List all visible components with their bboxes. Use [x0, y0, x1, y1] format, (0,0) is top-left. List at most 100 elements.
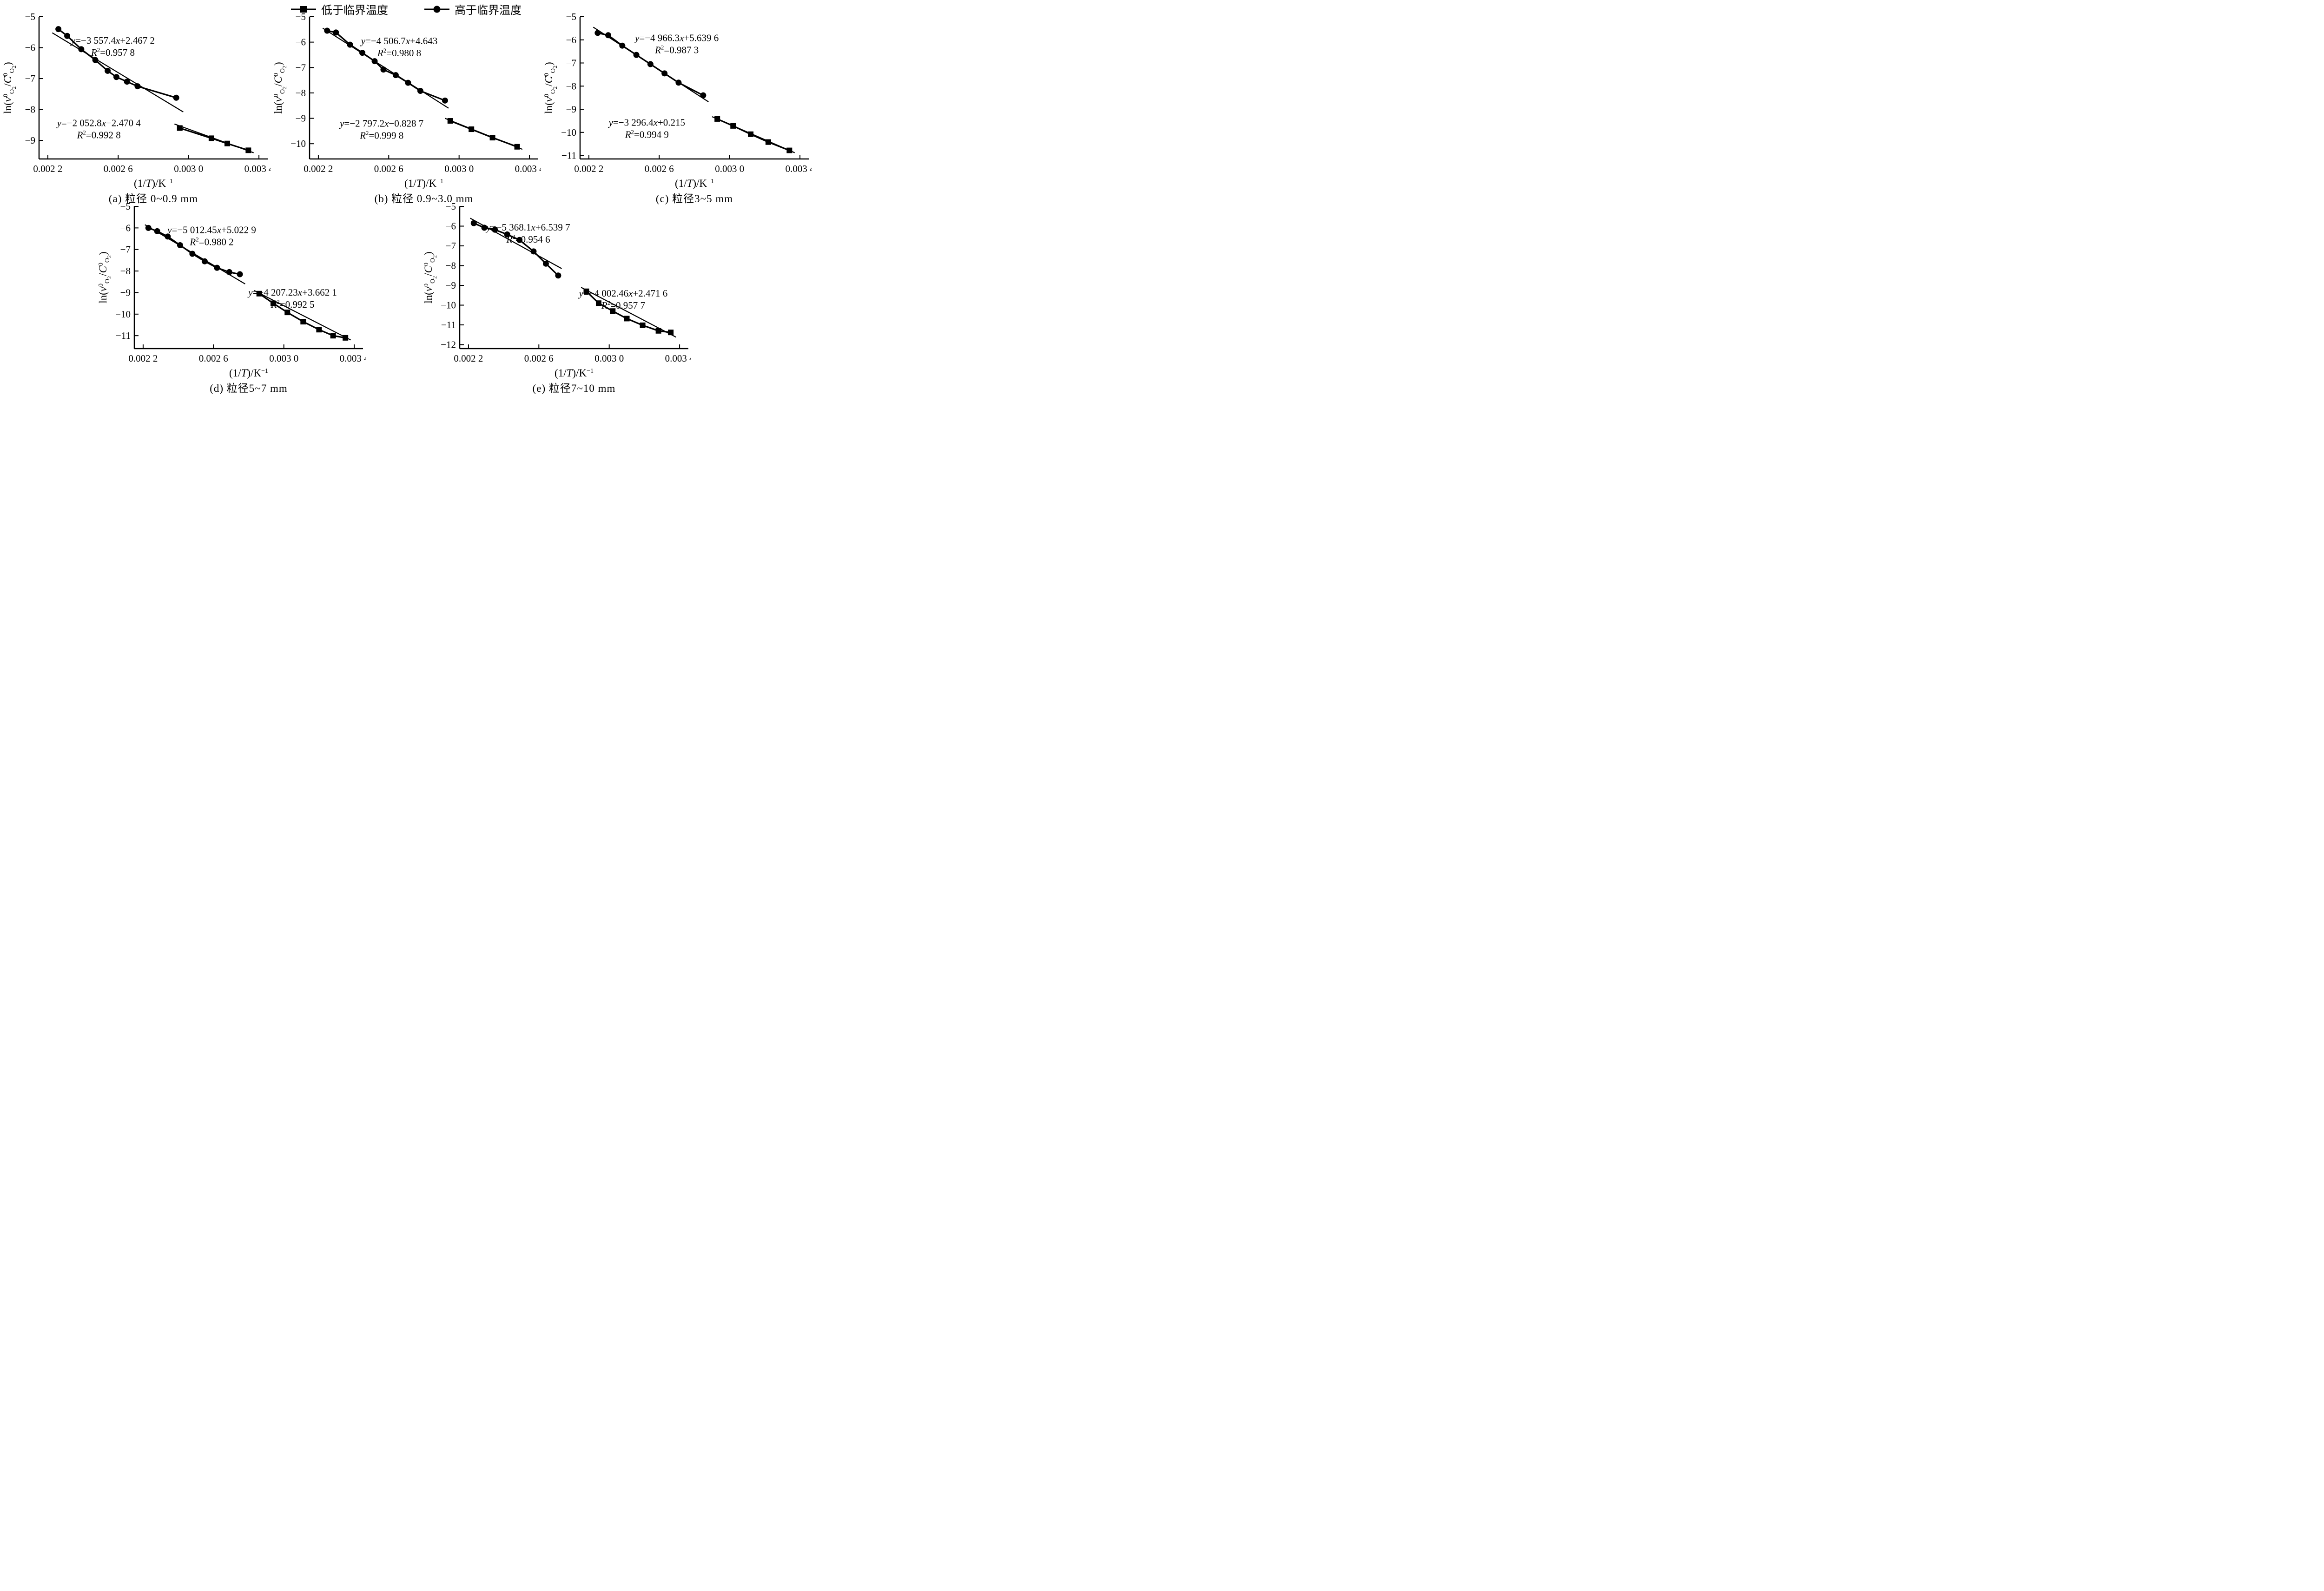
y-tick-label: −8 [120, 265, 131, 277]
legend-label-below-critical: 低于临界温度 [321, 5, 388, 17]
circle-marker [105, 67, 111, 74]
square-marker [330, 333, 336, 339]
y-tick-label: −8 [296, 87, 306, 99]
square-marker [655, 328, 661, 334]
square-marker [730, 123, 736, 129]
legend: 低于临界温度 高于临界温度 [0, 1, 812, 17]
chart-d-canvas: −5 −6 −7 −8 −9 −10 −11 0.002 2 0.002 6 0.003 0 0.0… [97, 201, 366, 379]
x-tick-label: 0.003 0 [269, 353, 298, 364]
x-tick-label: 0.003 4 [340, 353, 366, 364]
square-marker [469, 126, 475, 132]
x-axis-label: (1/T)/K−1 [134, 178, 173, 189]
circle-marker [516, 237, 523, 243]
r-squared-label: R2=0.957 8 [91, 46, 135, 58]
circle-marker [92, 57, 99, 63]
circle-marker [78, 46, 85, 53]
r-squared-label: R2=0.999 8 [359, 130, 403, 141]
x-tick-label: 0.002 2 [304, 163, 333, 174]
square-marker [489, 135, 495, 141]
series-above-critical [593, 26, 709, 103]
circle-marker-icon [424, 6, 449, 13]
equation-label: y=−4 506.7x+4.643 [360, 35, 437, 46]
circle-marker [201, 258, 208, 264]
y-axis-label: ln(v0O2/C0O2) [423, 251, 438, 303]
square-marker [624, 316, 630, 322]
equation-label: y=−2 052.8x−2.470 4 [56, 117, 141, 128]
y-tick-label: −5 [566, 11, 576, 22]
legend-item-below-critical: 低于临界温度 [290, 1, 388, 17]
square-marker [714, 116, 720, 122]
equation-label: y=−3 557.4x+2.467 2 [70, 35, 155, 46]
y-tick-label: −6 [296, 37, 306, 48]
circle-marker [124, 79, 130, 85]
circle-marker [154, 228, 160, 234]
square-marker [640, 322, 646, 328]
y-tick-label: −6 [446, 221, 456, 232]
square-marker [208, 135, 214, 141]
y-tick-label: −11 [441, 319, 456, 330]
r-squared-label: R2=0.980 8 [377, 47, 421, 59]
circle-marker [504, 231, 510, 238]
circle-marker [237, 271, 243, 277]
circle-marker [555, 272, 561, 279]
x-axis-label: (1/T)/K−1 [555, 367, 594, 379]
x-tick-label: 0.002 2 [128, 353, 158, 364]
equation-label: y=−3 296.4x+0.215 [608, 117, 685, 128]
square-marker [245, 147, 251, 153]
circle-marker [675, 79, 682, 86]
chart-e-canvas: −5 −6 −7 −8 −9 −10 −11 −12 0.002 2 0.002 6 0.003 0… [423, 201, 691, 379]
circle-marker [113, 74, 120, 80]
circle-marker [347, 41, 353, 48]
x-tick-label: 0.003 4 [786, 163, 812, 174]
equation-label: y=−4 002.46x+2.471 6 [578, 288, 668, 299]
x-tick-label: 0.002 2 [33, 163, 62, 174]
circle-marker [324, 27, 330, 34]
y-tick-label: −10 [441, 300, 456, 311]
legend-label-above-critical: 高于临界温度 [455, 5, 522, 17]
chart-b-caption: (b) 粒径 0.9~3.0 mm [374, 193, 474, 205]
legend-item-above-critical: 高于临界温度 [423, 1, 522, 17]
circle-marker [177, 242, 183, 248]
r-squared-label: R2=0.987 3 [654, 44, 699, 56]
equation-label: y=−4 966.3x+5.639 6 [634, 33, 719, 44]
y-tick-label: −10 [561, 127, 576, 138]
square-marker-icon [291, 6, 316, 13]
y-tick-label: −7 [25, 73, 35, 84]
chart-a-canvas: −5 −6 −7 −8 −9 0.002 2 0.002 6 0.003 0 0.003 4 (1… [2, 11, 271, 189]
chart-particle-5-7mm: −5 −6 −7 −8 −9 −10 −11 0.002 2 0.002 6 0.003 0 0.0… [95, 201, 366, 396]
series-below-critical [253, 290, 351, 341]
y-tick-label: −11 [561, 150, 576, 161]
y-tick-label: −9 [296, 113, 306, 124]
circle-marker [134, 83, 141, 90]
circle-marker [470, 220, 477, 226]
circle-marker [55, 26, 62, 33]
series-below-critical [712, 116, 795, 153]
circle-marker [173, 94, 179, 101]
square-marker [177, 125, 183, 131]
circle-marker [359, 50, 366, 56]
y-tick-label: −7 [566, 58, 576, 69]
square-marker [224, 140, 230, 146]
series-below-critical [174, 123, 254, 153]
circle-marker [64, 33, 71, 39]
circle-marker [633, 52, 640, 58]
y-tick-label: −9 [25, 135, 35, 146]
square-marker [256, 290, 262, 297]
circle-marker [661, 70, 668, 77]
y-tick-label: −5 [296, 11, 306, 22]
series-above-critical [52, 26, 184, 112]
x-tick-label: 0.003 0 [444, 163, 474, 174]
x-tick-label: 0.002 6 [645, 163, 674, 174]
series-below-critical [581, 287, 677, 338]
circle-marker [417, 88, 423, 94]
circle-marker [333, 29, 339, 36]
y-tick-label: −8 [566, 80, 576, 92]
x-tick-label: 0.003 4 [244, 163, 271, 174]
r-squared-label: R2=0.992 8 [77, 129, 121, 140]
square-marker [748, 131, 754, 137]
square-marker [786, 147, 792, 153]
circle-marker [605, 32, 612, 39]
square-marker [447, 118, 453, 124]
x-tick-label: 0.002 6 [524, 353, 554, 364]
x-tick-label: 0.003 0 [594, 353, 624, 364]
